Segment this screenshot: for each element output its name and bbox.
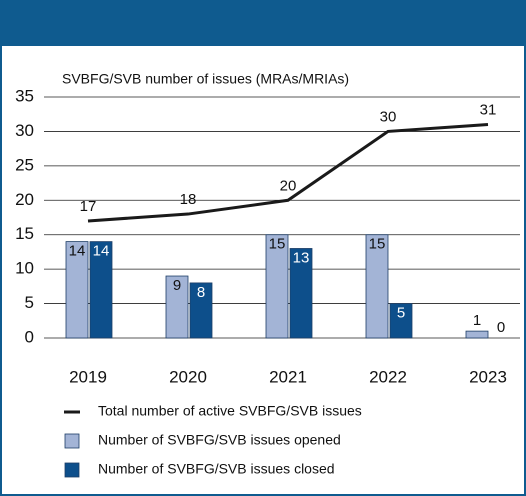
data-label: 14 xyxy=(69,243,86,260)
x-tick-label: 2020 xyxy=(169,367,207,386)
data-label: 15 xyxy=(269,236,286,253)
data-label: 1 xyxy=(473,312,481,329)
data-label: 9 xyxy=(173,277,181,294)
legend-swatch xyxy=(64,433,80,449)
y-tick-label: 10 xyxy=(15,259,34,278)
data-label: 20 xyxy=(280,177,297,194)
header-band xyxy=(0,0,526,46)
y-tick-label: 20 xyxy=(15,190,34,209)
data-label: 17 xyxy=(80,198,97,215)
data-label: 14 xyxy=(93,243,110,260)
x-tick-label: 2022 xyxy=(369,367,407,386)
y-tick-label: 0 xyxy=(25,327,34,346)
x-tick-label: 2023 xyxy=(469,367,507,386)
y-tick-label: 35 xyxy=(15,86,34,105)
legend-label: Number of SVBFG/SVB issues closed xyxy=(98,461,335,477)
legend-swatch xyxy=(64,462,80,478)
bar xyxy=(189,282,213,339)
data-label: 8 xyxy=(197,284,205,301)
bar xyxy=(289,248,313,339)
data-label: 0 xyxy=(497,319,505,336)
data-label: 18 xyxy=(180,191,197,208)
data-label: 5 xyxy=(397,305,405,322)
x-tick-label: 2021 xyxy=(269,367,307,386)
bar xyxy=(165,275,189,339)
bar xyxy=(365,234,389,339)
bar xyxy=(465,330,489,339)
y-tick-label: 15 xyxy=(15,224,34,243)
bar xyxy=(65,241,89,339)
legend-label: Number of SVBFG/SVB issues opened xyxy=(98,432,341,448)
bar xyxy=(389,303,413,339)
y-axis-label: SVBFG/SVB number of issues (MRAs/MRIAs) xyxy=(62,71,349,87)
bar xyxy=(265,234,289,339)
bar xyxy=(89,241,113,339)
data-label: 31 xyxy=(480,102,497,119)
y-tick-label: 30 xyxy=(15,121,34,140)
y-tick-label: 25 xyxy=(15,155,34,174)
x-tick-label: 2019 xyxy=(69,367,107,386)
y-tick-label: 5 xyxy=(25,293,34,312)
data-label: 30 xyxy=(380,108,397,125)
legend-label: Total number of active SVBFG/SVB issues xyxy=(98,403,362,419)
data-label: 13 xyxy=(293,249,310,266)
line xyxy=(87,123,489,223)
data-label: 15 xyxy=(369,236,386,253)
